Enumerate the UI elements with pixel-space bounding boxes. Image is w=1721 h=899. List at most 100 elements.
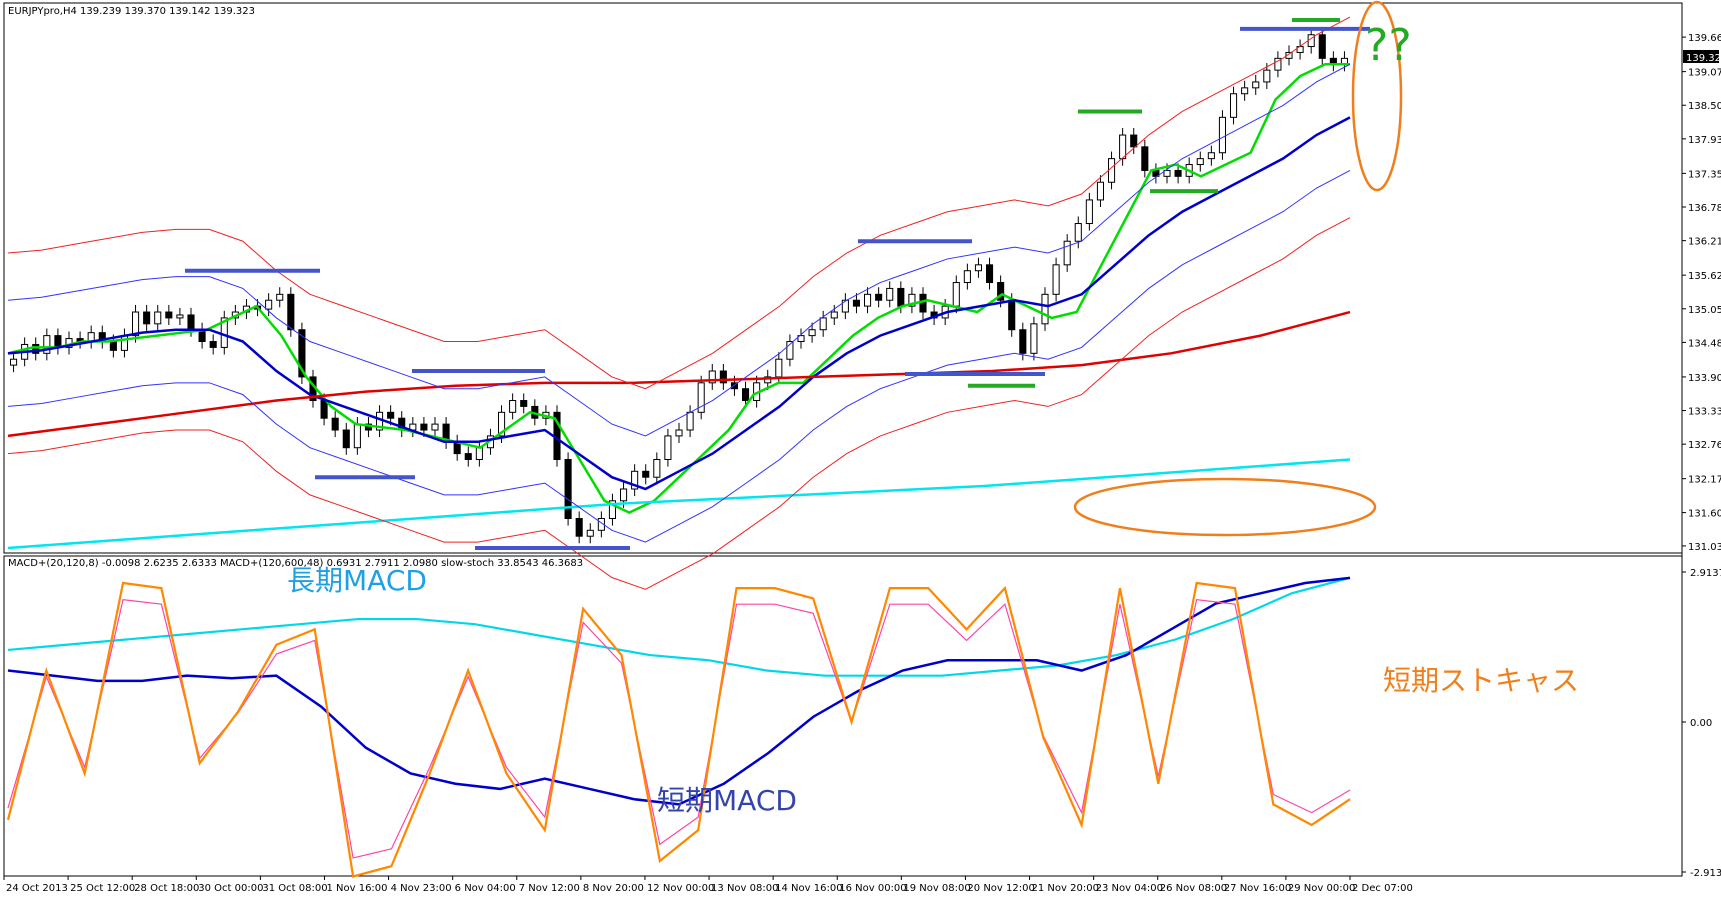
time-tick-label: 29 Nov 00:00	[1288, 883, 1355, 894]
candle-body	[520, 400, 528, 407]
band-line	[7, 63, 1351, 437]
price-tick-label: 138.505	[1688, 101, 1721, 112]
price-tick-label: 134.485	[1688, 338, 1721, 349]
candle-body	[1196, 158, 1204, 166]
candle-body	[1252, 81, 1260, 89]
indicator-header-info: MACD+(20,120,8) -0.0098 2.6235 2.6333 MA…	[8, 558, 583, 569]
candle-body	[298, 329, 306, 378]
stoch-signal-line	[7, 599, 1351, 859]
candle-body	[165, 311, 173, 319]
overlay-line	[7, 310, 1351, 438]
candle-body	[475, 447, 483, 461]
question-annotation: ??	[1365, 20, 1412, 71]
candle-body	[276, 293, 284, 301]
candle-body	[387, 411, 395, 419]
candle-body	[1019, 329, 1027, 354]
candle-body	[1085, 199, 1093, 225]
candle-body	[353, 423, 361, 449]
candle-body	[897, 287, 905, 307]
candle-body	[120, 335, 129, 351]
candle-body	[575, 518, 583, 537]
candle-body	[730, 382, 739, 390]
price-tick-label: 131.600	[1688, 509, 1721, 520]
candle-body	[1107, 158, 1116, 183]
highlight-ellipse-top	[1351, 0, 1403, 192]
time-tick-label: 12 Nov 00:00	[647, 883, 714, 894]
candle-body	[1229, 93, 1238, 118]
band-line	[7, 217, 1351, 590]
candle-body	[719, 370, 727, 384]
candle-body	[1063, 240, 1071, 266]
candle-body	[1119, 134, 1127, 160]
main-panel-frame	[3, 2, 1683, 554]
candle-body	[653, 459, 661, 478]
time-tick-label: 31 Oct 08:00	[262, 883, 327, 894]
candle-body	[642, 470, 650, 478]
candle-body	[863, 293, 872, 307]
candle-body	[686, 411, 694, 431]
candle-body	[1318, 34, 1326, 59]
candle-body	[631, 470, 639, 490]
candle-body	[187, 314, 195, 331]
candle-body	[1041, 293, 1049, 325]
current-price-label: 139.323	[1686, 53, 1721, 64]
time-tick-label: 28 Oct 18:00	[134, 883, 199, 894]
time-tick-label: 23 Nov 04:00	[1096, 883, 1163, 894]
candle-body	[886, 287, 894, 301]
candle-body	[764, 376, 772, 384]
candle-body	[43, 335, 51, 354]
candle-body	[109, 341, 117, 351]
candle-body	[209, 341, 217, 348]
candle-body	[952, 282, 960, 307]
candle-body	[786, 341, 794, 360]
price-tick-label: 137.350	[1688, 169, 1721, 180]
candle-body	[741, 388, 750, 402]
time-tick-label: 8 Nov 20:00	[583, 883, 644, 894]
candle-body	[1096, 181, 1105, 201]
candle-body	[32, 343, 40, 354]
candle-body	[974, 264, 983, 272]
price-tick-label: 136.780	[1688, 203, 1721, 214]
indicator-plot	[6, 576, 1351, 878]
candle-body	[819, 317, 827, 331]
indicator-panel-frame	[3, 555, 1683, 877]
price-tick-label: 139.660	[1688, 33, 1721, 44]
overlay-line	[7, 62, 1350, 514]
time-tick-label: 13 Nov 08:00	[711, 883, 778, 894]
candle-body	[1218, 116, 1227, 154]
candle-body	[265, 299, 273, 310]
candle-body	[497, 411, 506, 437]
band-line	[7, 169, 1351, 543]
time-tick-label: 6 Nov 04:00	[455, 883, 516, 894]
price-tick-label: 139.075	[1688, 68, 1721, 79]
candle-body	[176, 314, 184, 319]
current-price-box	[1683, 49, 1719, 63]
macd-long-line	[7, 576, 1351, 677]
candle-body	[564, 459, 572, 520]
price-tick-label: 135.055	[1688, 305, 1721, 316]
time-tick-label: 26 Nov 08:00	[1160, 883, 1227, 894]
long-macd-annotation: 長期MACD	[287, 564, 427, 597]
candle-body	[420, 423, 428, 431]
candle-body	[9, 358, 18, 366]
candle-body	[431, 423, 439, 431]
price-tick-label: 132.760	[1688, 440, 1721, 451]
time-tick-label: 20 Nov 12:00	[967, 883, 1034, 894]
time-tick-label: 19 Nov 08:00	[903, 883, 970, 894]
candle-body	[1074, 223, 1082, 242]
band-line	[7, 16, 1351, 390]
indicator-tick-label: -2.9137	[1690, 868, 1721, 879]
main-header-info: EURJPYpro,H4 139.239 139.370 139.142 139…	[8, 6, 255, 17]
macd-short-line	[7, 576, 1351, 806]
annotations: ?? 長期MACD 短期MACD 短期ストキャス	[287, 0, 1579, 817]
candle-body	[997, 282, 1005, 301]
candle-body	[1285, 51, 1293, 59]
candle-body	[675, 429, 683, 437]
price-tick-label: 133.900	[1688, 373, 1721, 384]
time-tick-label: 1 Nov 16:00	[326, 883, 387, 894]
candle-body	[830, 311, 838, 319]
candle-body	[342, 429, 350, 449]
candle-body	[608, 500, 617, 520]
